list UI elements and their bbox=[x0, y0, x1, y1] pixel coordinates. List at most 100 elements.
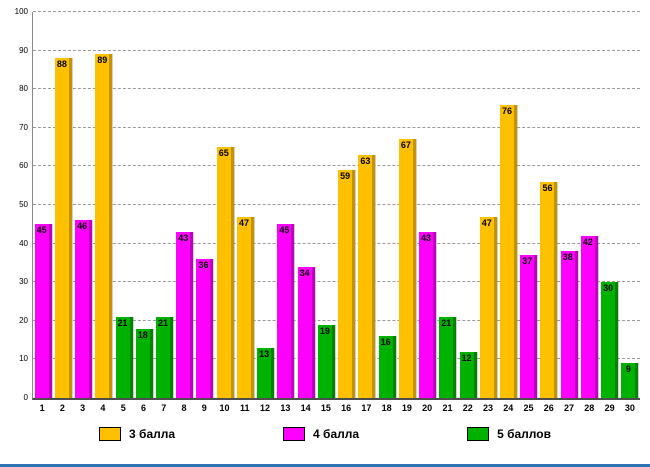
x-axis-tick-label: 20 bbox=[422, 403, 433, 413]
bar[interactable]: 16 bbox=[378, 336, 396, 398]
x-axis-tick-label: 1 bbox=[39, 403, 45, 413]
legend-label: 4 балла bbox=[313, 427, 360, 441]
bar-slot: 88 bbox=[53, 12, 73, 398]
y-axis-tick-label: 0 bbox=[23, 393, 28, 402]
bar[interactable]: 36 bbox=[196, 259, 214, 398]
bar[interactable]: 89 bbox=[95, 54, 113, 398]
bar-value-label: 65 bbox=[218, 148, 229, 159]
x-axis-tick-label: 27 bbox=[564, 403, 575, 413]
x-label-slot: 3 bbox=[73, 403, 93, 413]
bar-slot: 65 bbox=[215, 12, 235, 398]
bar-slot: 63 bbox=[357, 12, 377, 398]
bar[interactable]: 59 bbox=[338, 170, 356, 398]
bar-value-label: 12 bbox=[461, 352, 472, 363]
bar[interactable]: 21 bbox=[115, 316, 133, 398]
bar-slot: 76 bbox=[498, 12, 518, 398]
bar[interactable]: 18 bbox=[135, 328, 153, 398]
bar[interactable]: 43 bbox=[419, 232, 437, 398]
legend-swatch bbox=[467, 427, 490, 441]
y-axis-tick-label: 50 bbox=[19, 200, 28, 209]
x-axis-tick-label: 29 bbox=[604, 403, 615, 413]
x-axis-tick-label: 3 bbox=[80, 403, 86, 413]
bar[interactable]: 37 bbox=[520, 255, 538, 398]
bar[interactable]: 65 bbox=[216, 147, 234, 398]
bar-value-label: 88 bbox=[56, 59, 67, 70]
bar-slot: 45 bbox=[33, 12, 53, 398]
x-axis-tick-label: 13 bbox=[280, 403, 291, 413]
bar-slot: 21 bbox=[154, 12, 174, 398]
bar-slot: 36 bbox=[195, 12, 215, 398]
y-axis-tick-label: 70 bbox=[19, 122, 28, 132]
legend-item[interactable]: 5 баллов bbox=[467, 427, 551, 441]
x-axis-tick-label: 4 bbox=[100, 403, 106, 413]
bar[interactable]: 21 bbox=[156, 316, 174, 398]
bar-value-label: 47 bbox=[238, 217, 249, 228]
legend-label: 5 баллов bbox=[497, 427, 551, 441]
bar[interactable]: 56 bbox=[540, 181, 558, 398]
bar-slot: 47 bbox=[478, 12, 498, 398]
bar[interactable]: 34 bbox=[297, 266, 315, 398]
x-label-slot: 20 bbox=[417, 403, 437, 413]
legend-item[interactable]: 4 балла bbox=[283, 427, 359, 441]
legend-item[interactable]: 3 балла bbox=[99, 427, 175, 441]
x-axis-tick-label: 18 bbox=[381, 403, 392, 413]
bar-value-label: 19 bbox=[319, 325, 330, 336]
x-axis-labels: 1 2 3 4 5 6 7 8 9 10 11 12 13 14 15 16 17 18 19 20 21 22 23 24 2… bbox=[32, 403, 640, 413]
bar[interactable]: 21 bbox=[439, 316, 457, 398]
bar-value-label: 34 bbox=[299, 267, 310, 278]
x-label-slot: 4 bbox=[93, 403, 113, 413]
y-axis-tick-label: 10 bbox=[19, 354, 28, 364]
x-label-slot: 13 bbox=[275, 403, 295, 413]
bar[interactable]: 63 bbox=[358, 154, 376, 398]
bar[interactable]: 45 bbox=[34, 224, 52, 398]
bar[interactable]: 42 bbox=[580, 235, 598, 398]
x-label-slot: 30 bbox=[620, 403, 640, 413]
bar-slot: 42 bbox=[579, 12, 599, 398]
bar-value-label: 38 bbox=[562, 252, 573, 263]
bar-value-label: 46 bbox=[77, 221, 88, 232]
x-label-slot: 7 bbox=[154, 403, 174, 413]
bar[interactable]: 47 bbox=[236, 216, 254, 398]
bar[interactable]: 12 bbox=[459, 351, 477, 398]
bar[interactable]: 76 bbox=[500, 104, 517, 398]
bar[interactable]: 13 bbox=[257, 347, 275, 398]
x-label-slot: 8 bbox=[174, 403, 194, 413]
bar-slot: 9 bbox=[620, 12, 640, 398]
y-axis-tick-label: 90 bbox=[19, 45, 28, 55]
x-axis-tick-label: 10 bbox=[219, 403, 230, 413]
bar[interactable]: 38 bbox=[560, 251, 578, 398]
bar-slot: 89 bbox=[94, 12, 114, 398]
x-label-slot: 27 bbox=[559, 403, 579, 413]
x-label-slot: 16 bbox=[336, 403, 356, 413]
chart-legend: 3 балла 4 балла 5 баллов bbox=[0, 427, 650, 441]
x-axis-tick-label: 6 bbox=[140, 403, 146, 413]
bar-value-label: 9 bbox=[625, 364, 631, 375]
bar[interactable]: 88 bbox=[54, 58, 72, 398]
bar[interactable]: 45 bbox=[277, 224, 295, 398]
x-label-slot: 14 bbox=[295, 403, 315, 413]
x-axis-tick-label: 16 bbox=[341, 403, 352, 413]
x-axis-tick-label: 25 bbox=[523, 403, 534, 413]
bar-slot: 16 bbox=[377, 12, 397, 398]
y-axis-tick-label: 30 bbox=[19, 277, 28, 287]
bar-slot: 43 bbox=[417, 12, 437, 398]
bar[interactable]: 47 bbox=[479, 216, 497, 398]
x-label-slot: 25 bbox=[518, 403, 538, 413]
bar-value-label: 30 bbox=[603, 283, 614, 294]
bar[interactable]: 9 bbox=[621, 363, 639, 398]
bar-value-label: 43 bbox=[421, 233, 432, 244]
bar[interactable]: 43 bbox=[176, 232, 194, 398]
x-label-slot: 18 bbox=[377, 403, 397, 413]
x-label-slot: 10 bbox=[214, 403, 234, 413]
bar[interactable]: 19 bbox=[317, 324, 335, 398]
x-label-slot: 12 bbox=[255, 403, 275, 413]
x-axis-tick-label: 12 bbox=[260, 403, 271, 413]
x-label-slot: 15 bbox=[316, 403, 336, 413]
bar[interactable]: 30 bbox=[601, 282, 619, 398]
bar-slot: 43 bbox=[175, 12, 195, 398]
x-label-slot: 29 bbox=[599, 403, 619, 413]
bar[interactable]: 46 bbox=[75, 220, 93, 398]
bar[interactable]: 67 bbox=[398, 139, 416, 398]
x-label-slot: 22 bbox=[458, 403, 478, 413]
x-label-slot: 1 bbox=[32, 403, 52, 413]
